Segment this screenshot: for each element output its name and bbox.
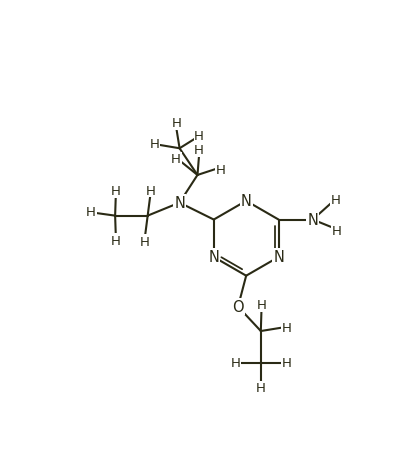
Text: H: H bbox=[171, 117, 181, 130]
Text: H: H bbox=[194, 129, 204, 142]
Text: H: H bbox=[257, 298, 266, 311]
Text: N: N bbox=[208, 250, 219, 265]
Text: H: H bbox=[215, 163, 226, 176]
Text: H: H bbox=[111, 234, 121, 248]
Text: H: H bbox=[194, 144, 204, 157]
Text: H: H bbox=[111, 185, 121, 198]
Text: H: H bbox=[150, 138, 160, 151]
Text: N: N bbox=[174, 196, 185, 211]
Text: N: N bbox=[241, 194, 252, 209]
Text: H: H bbox=[140, 235, 150, 248]
Text: H: H bbox=[281, 357, 291, 370]
Text: H: H bbox=[332, 224, 342, 237]
Text: H: H bbox=[281, 322, 291, 335]
Text: H: H bbox=[171, 153, 181, 166]
Text: O: O bbox=[232, 299, 244, 315]
Text: N: N bbox=[307, 213, 318, 228]
Text: H: H bbox=[86, 206, 96, 219]
Text: H: H bbox=[331, 193, 341, 207]
Text: N: N bbox=[273, 250, 284, 265]
Text: H: H bbox=[256, 381, 266, 394]
Text: H: H bbox=[145, 184, 155, 198]
Text: H: H bbox=[231, 357, 240, 370]
